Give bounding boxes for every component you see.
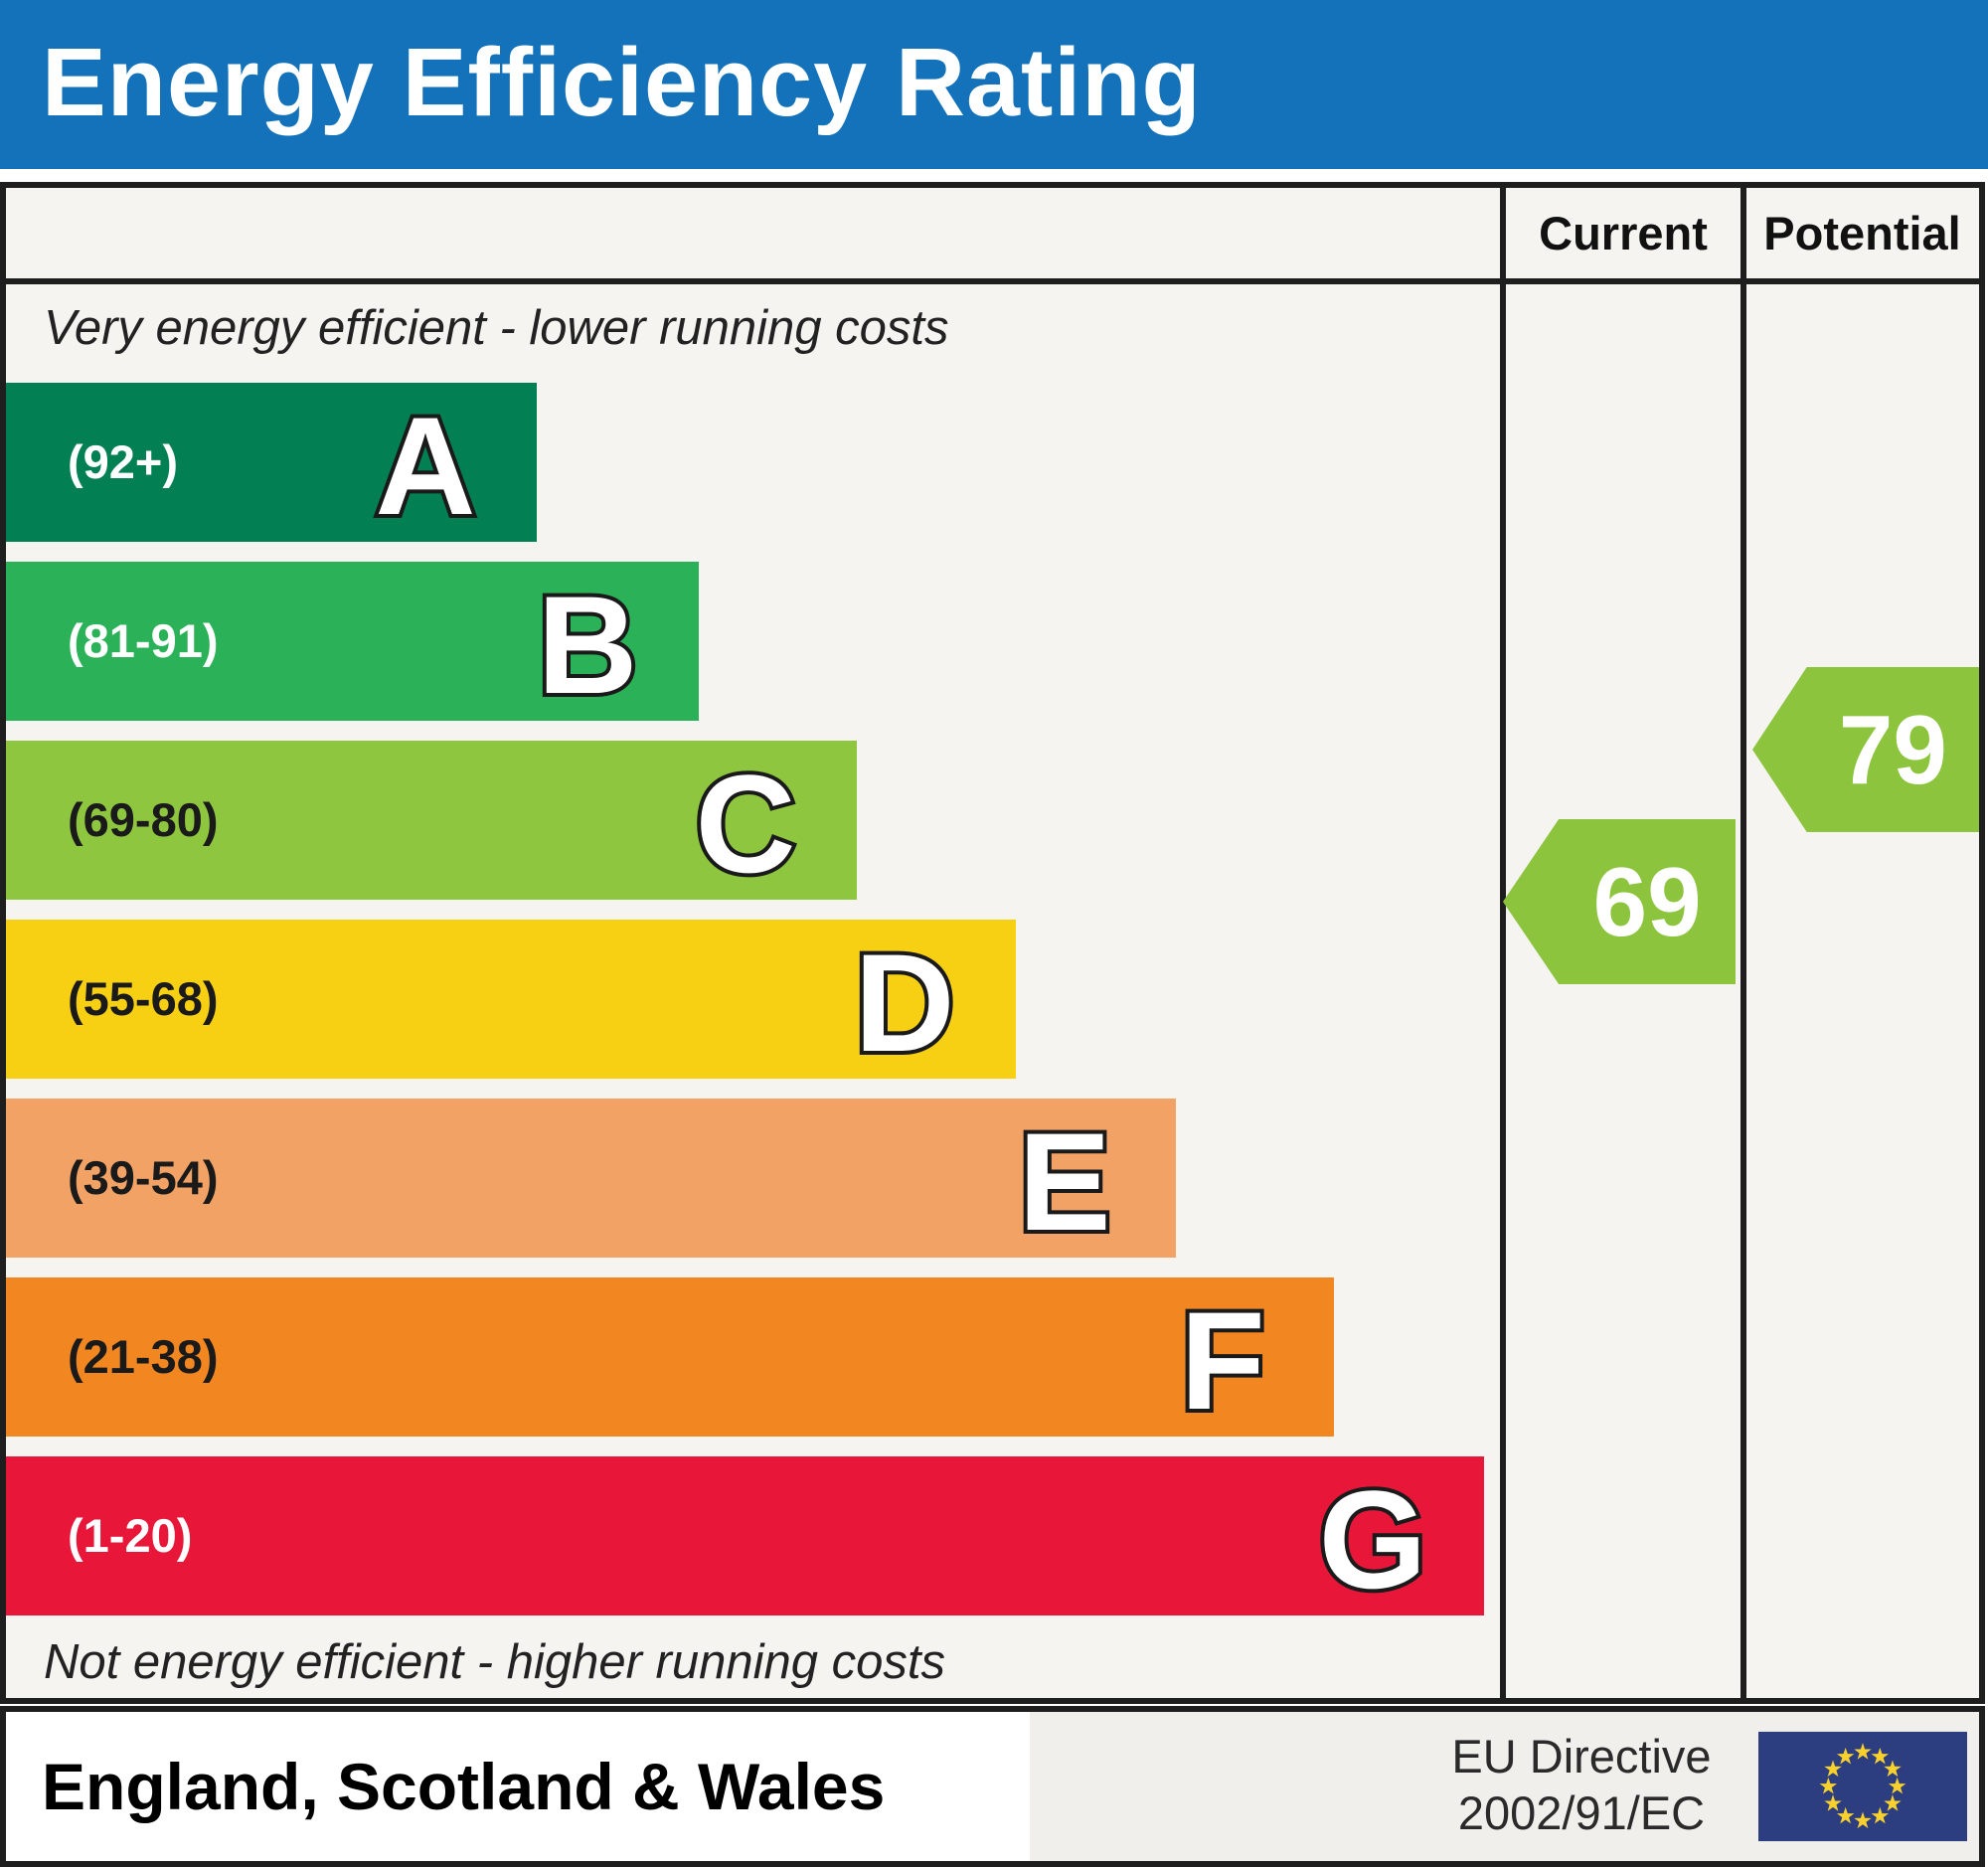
band-row-g: (1-20) G <box>6 1456 1484 1615</box>
svg-text:B: B <box>537 567 637 721</box>
eu-directive-text: EU Directive 2002/91/EC <box>1417 1728 1745 1841</box>
bottom-caption: Not energy efficient - higher running co… <box>44 1635 945 1689</box>
band-letter: C <box>691 742 799 900</box>
band-range-label: (21-38) <box>68 1330 219 1383</box>
top-caption: Very energy efficient - lower running co… <box>44 301 949 355</box>
column-divider-current <box>1500 188 1506 1698</box>
potential-rating-arrow: 79 <box>1752 667 1979 832</box>
current-rating-value: 69 <box>1592 847 1702 956</box>
band-row-c: (69-80) C <box>6 741 857 900</box>
band-range-label: (39-54) <box>68 1151 219 1204</box>
band-range-label: (55-68) <box>68 972 219 1025</box>
eu-directive-line1: EU Directive <box>1451 1730 1712 1782</box>
current-rating-arrow: 69 <box>1503 819 1736 984</box>
band-letter: F <box>1176 1278 1269 1437</box>
band-range-label: (69-80) <box>68 793 219 846</box>
band-row-a: (92+) A <box>6 383 537 542</box>
svg-text:G: G <box>1318 1461 1426 1615</box>
column-divider-potential <box>1740 188 1746 1698</box>
column-header-potential: Potential <box>1763 207 1961 259</box>
band-letter: A <box>371 384 479 542</box>
title-band: Energy Efficiency Rating <box>0 0 1988 169</box>
band-row-f: (21-38) F <box>6 1277 1334 1437</box>
potential-rating-value: 79 <box>1838 695 1947 804</box>
band-range-label: (92+) <box>68 435 179 488</box>
footer-region-panel <box>6 1712 1030 1861</box>
band-row-b: (81-91) B <box>6 562 699 721</box>
band-row-e: (39-54) E <box>6 1099 1177 1258</box>
header-separator <box>6 278 1979 284</box>
band-letter: D <box>851 921 959 1079</box>
eu-directive-line2: 2002/91/EC <box>1457 1786 1706 1839</box>
band-range-label: (1-20) <box>68 1509 193 1562</box>
band-row-d: (55-68) D <box>6 920 1017 1079</box>
column-header-current: Current <box>1539 207 1708 259</box>
eu-flag-icon <box>1758 1731 1967 1842</box>
footer: England, Scotland & Wales EU Directive 2… <box>0 1706 1985 1867</box>
svg-text:D: D <box>855 925 955 1079</box>
band-letter: G <box>1314 1457 1430 1615</box>
region-label: England, Scotland & Wales <box>42 1750 886 1823</box>
page-title: Energy Efficiency Rating <box>42 28 1202 136</box>
band-letter: B <box>533 563 641 721</box>
band-letter: E <box>1014 1100 1114 1258</box>
svg-text:A: A <box>375 388 475 542</box>
svg-text:E: E <box>1018 1103 1110 1258</box>
svg-text:F: F <box>1180 1282 1265 1437</box>
rating-table: Current Potential Very energy efficient … <box>0 182 1985 1704</box>
band-range-label: (81-91) <box>68 614 219 667</box>
svg-text:C: C <box>695 746 795 900</box>
